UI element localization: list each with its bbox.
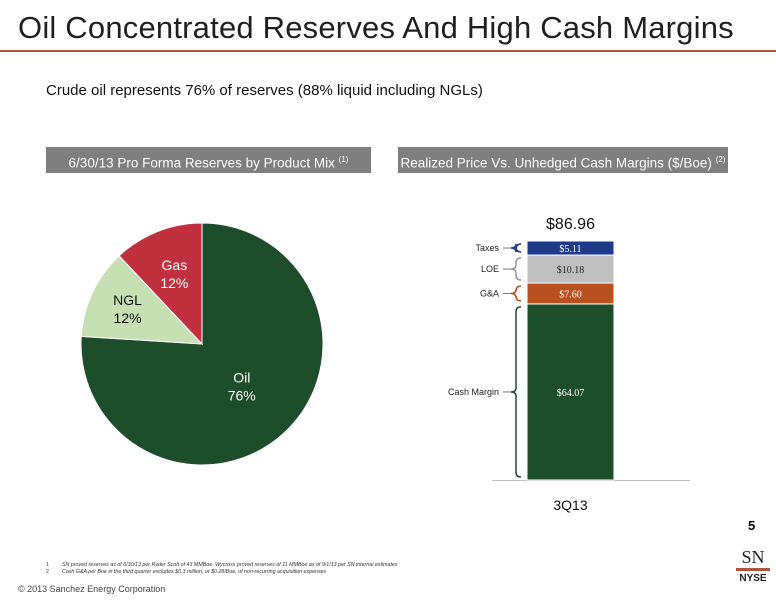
bar-total-label: $86.96 xyxy=(546,216,595,233)
bar-series-label-cash-margin: Cash Margin xyxy=(448,387,499,397)
bar-segment-cash-margin xyxy=(526,303,615,481)
bracket-loe xyxy=(510,257,522,281)
bar-value-taxes: $5.11 xyxy=(559,244,581,255)
pie-value-gas: 12% xyxy=(160,275,188,291)
bar-segment-loe xyxy=(526,254,615,284)
bar-category-label: 3Q13 xyxy=(553,497,587,513)
left-panel-header-text: 6/30/13 Pro Forma Reserves by Product Mi… xyxy=(68,155,335,171)
footnotes: 1 SN proved reserves as of 6/30/13 per Ry… xyxy=(46,562,398,576)
bar-segment-taxes xyxy=(526,240,615,256)
bar-value-loe: $10.18 xyxy=(557,265,585,276)
pie-value-oil: 76% xyxy=(228,387,256,403)
bar-series-label-taxes: Taxes xyxy=(475,243,499,253)
pie-label-gas: Gas xyxy=(162,257,188,273)
footnote-1-text: SN proved reserves as of 6/30/13 per Ryd… xyxy=(62,562,398,568)
footnote-1: 1 SN proved reserves as of 6/30/13 per Ry… xyxy=(46,562,398,569)
bar-series-label-loe: LOE xyxy=(481,264,499,274)
right-panel-header-footnote: (2) xyxy=(715,155,726,164)
left-panel-header: 6/30/13 Pro Forma Reserves by Product Mi… xyxy=(46,147,371,173)
logo-exchange: NYSE xyxy=(739,573,767,584)
copyright: © 2013 Sanchez Energy Corporation xyxy=(18,584,166,594)
right-panel-header-text: Realized Price Vs. Unhedged Cash Margins… xyxy=(400,155,712,171)
slide-subtitle: Crude oil represents 76% of reserves (88… xyxy=(46,82,483,99)
bar-value-g-a: $7.60 xyxy=(559,289,582,300)
slide-title: Oil Concentrated Reserves And High Cash … xyxy=(18,10,734,45)
bracket-g-a xyxy=(510,285,522,302)
left-panel-header-footnote: (1) xyxy=(338,155,349,164)
bracket-taxes xyxy=(510,243,522,253)
logo-ticker: SN xyxy=(741,547,765,567)
footnote-2-text: Cash G&A per Boe in the third quarter ex… xyxy=(62,569,327,575)
pie-slice-ngl xyxy=(80,255,204,345)
bracket-cash-margin xyxy=(510,306,522,478)
pie-label-oil: Oil xyxy=(233,369,250,385)
company-logo: SN NYSE xyxy=(736,548,770,594)
bar-series-label-g-a: G&A xyxy=(480,288,499,298)
bar-value-cash-margin: $64.07 xyxy=(557,388,585,399)
pie-value-ngl: 12% xyxy=(114,310,142,326)
footnote-1-number: 1 xyxy=(46,562,49,568)
title-divider xyxy=(0,50,776,52)
footnote-2: 2 Cash G&A per Boe in the third quarter e… xyxy=(46,569,398,576)
footnote-2-number: 2 xyxy=(46,569,49,575)
pie-label-ngl: NGL xyxy=(113,292,142,308)
pie-slice-gas xyxy=(118,222,203,346)
right-panel-header: Realized Price Vs. Unhedged Cash Margins… xyxy=(398,147,728,173)
page-number: 5 xyxy=(748,518,756,533)
logo-bar xyxy=(736,568,770,571)
